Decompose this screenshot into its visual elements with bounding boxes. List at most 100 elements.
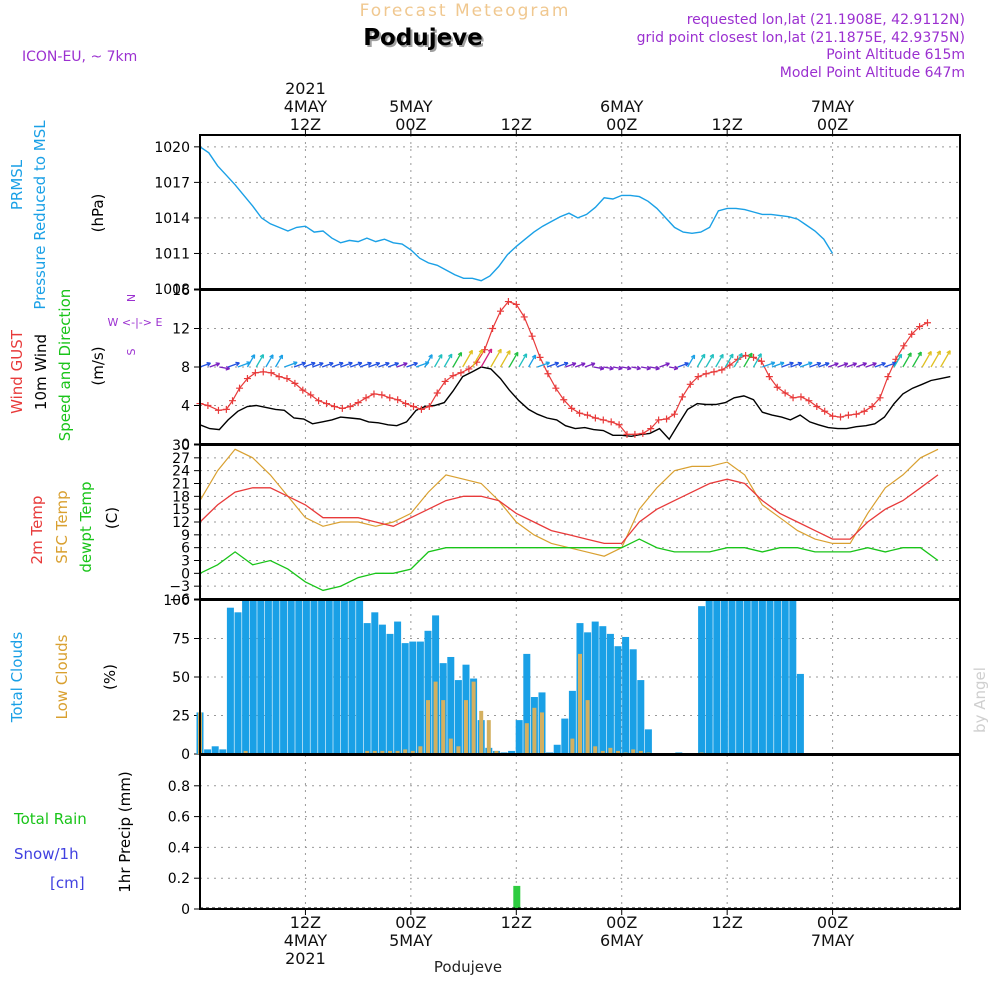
location-shadow: Podujeve [365,27,485,53]
bottom-time-label: 6MAY [600,931,644,950]
temp-unit-label: (C) [103,507,121,529]
gust-marker [394,396,402,404]
gust-marker [315,397,323,405]
wind-direction-arrowhead [872,362,877,367]
precip-unit-label: 1hr Precip (mm) [116,771,134,892]
wind-direction-arrowhead [457,351,463,357]
wind-direction-arrowhead [357,361,363,367]
gust-marker [378,391,386,399]
wind-direction-arrow [696,353,706,368]
y-tick-label: 18 [172,489,190,505]
total-clouds-bar [204,749,212,754]
wind-direction-arrow [378,362,390,368]
gust-marker [323,400,331,408]
wind-direction-arrow [452,352,463,368]
wind-direction-arrowhead [545,361,551,366]
wind-direction-arrow [255,354,264,368]
wind-direction-arrow [237,361,251,368]
dewpt-temp-line [199,538,939,592]
top-time-label: 5MAY [389,97,433,116]
total-clouds-bar [743,600,751,754]
gust-marker [837,413,845,421]
wind-direction-arrow [705,354,714,368]
wind-direction-arrowhead [447,353,453,359]
wind-direction-arrowhead [235,361,240,367]
gust-marker [615,421,623,429]
wind-direction-arrow [752,353,762,368]
total-clouds-bar [508,750,516,754]
total-clouds-bar [637,680,645,754]
snow-label: Snow/1h [14,845,79,863]
wind-direction-arrow [884,362,897,368]
total-clouds-bar [340,600,348,754]
total-clouds-bar [325,600,333,754]
gust-marker [433,389,441,397]
temp-2m-line [199,474,939,545]
gust-marker [694,373,702,381]
total-clouds-bar [606,633,614,754]
wind-direction-arrowhead [779,361,785,366]
total-clouds-bar [614,646,622,754]
wind-direction-arrow [762,361,776,368]
wind-direction-arrowhead [367,361,372,367]
top-time-label: 12Z [290,115,321,134]
gust-marker [236,384,244,392]
wind-direction-arrow [471,349,483,368]
low-clouds-bar [243,750,248,754]
wind-direction-arrow [368,362,380,368]
panel-1: 1008 1011 1014 1017 1020 [154,135,960,298]
wind-direction-arrow [846,362,857,368]
total-clouds-bar [781,600,789,754]
total-clouds-bar [622,636,630,754]
wind-direction-arrow [546,362,559,368]
wind-direction-arrow [809,362,821,368]
top-time-label: 12Z [712,115,743,134]
top-title: Forecast Meteogram [360,1,571,21]
y-tick-label: −3 [169,579,190,595]
total-clouds-bar [599,626,607,754]
y-tick-label: 6 [181,541,190,557]
wind-direction-arrowhead [385,361,390,367]
wind-direction-arrowhead [438,353,443,359]
gust-marker [884,373,892,381]
wind-direction-arrowhead [259,353,265,359]
wind-direction-arrow [743,352,753,368]
wind-unit-label: (m/s) [89,346,107,385]
gust-marker [678,393,686,401]
wind-direction-arrow [209,362,220,368]
gust-marker [900,342,908,350]
wind-direction-arrowhead [729,353,734,359]
low-clouds-bar [585,700,590,754]
wind-direction-arrow [518,353,528,368]
top-time-label: 00Z [817,115,848,134]
wind-direction-arrowhead [748,352,753,358]
low-clouds-bar [479,710,484,754]
location-title: Podujeve [363,25,483,51]
wind-direction-arrow [265,354,274,368]
gust-marker [299,386,307,394]
gust-label: Wind GUST [8,329,26,414]
wind-direction-arrow [771,362,785,368]
wind-direction-arrowhead [554,361,560,367]
wind-direction-arrow [387,362,399,368]
y-tick-label: 1008 [154,282,190,298]
wind-direction-arrowhead [738,352,743,358]
gust-marker [631,430,639,438]
wind-direction-arrow [284,361,298,368]
low-clouds-bar [403,749,408,754]
gust-marker [908,330,916,338]
compass-we: W <-|-> E [108,316,163,329]
model-label: ICON-EU, ~ 7km [22,49,137,65]
top-time-label: 00Z [606,115,637,134]
point-altitude: Point Altitude 615m [826,47,965,63]
wind-direction-arrow [312,362,324,368]
wind-direction-arrowhead [563,361,569,367]
wind-speed-line [199,366,951,441]
low-clouds-label: Low Clouds [53,634,71,719]
gust-marker [354,399,362,407]
wind-direction-arrowhead [225,365,230,371]
gust-marker [441,377,449,385]
wind-direction-arrowhead [531,354,537,360]
low-clouds-bar [456,746,461,754]
gust-marker [528,332,536,340]
